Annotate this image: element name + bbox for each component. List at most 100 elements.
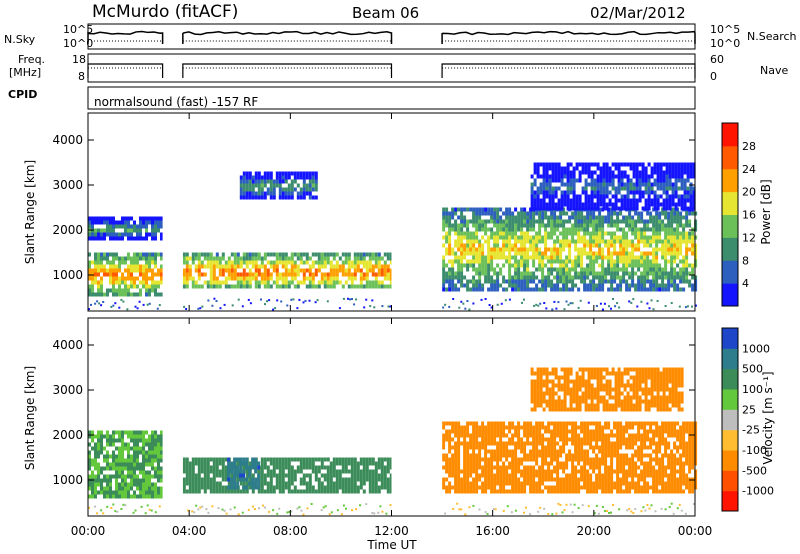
heatmap-cell xyxy=(616,457,620,462)
heatmap-cell xyxy=(148,490,151,495)
heatmap-cell xyxy=(380,477,384,482)
heatmap-cell xyxy=(493,207,497,212)
heatmap-cell xyxy=(112,438,115,443)
heatmap-cell xyxy=(157,490,160,495)
heatmap-cell xyxy=(478,227,482,232)
heatmap-cell xyxy=(275,485,279,490)
heatmap-cell xyxy=(329,465,333,470)
heatmap-cell xyxy=(589,231,593,236)
heatmap-cell xyxy=(568,239,572,244)
heatmap-cell xyxy=(332,276,336,281)
heatmap-cell xyxy=(472,219,476,224)
heatmap-speckle xyxy=(296,307,299,310)
heatmap-cell xyxy=(559,425,563,430)
heatmap-cell xyxy=(463,453,467,458)
heatmap-cell xyxy=(185,280,189,285)
heatmap-cell xyxy=(160,470,163,475)
heatmap-cell xyxy=(595,243,599,248)
heatmap-cell xyxy=(451,275,455,280)
heatmap-cell xyxy=(302,461,306,466)
heatmap-cell xyxy=(100,228,103,233)
heatmap-cell xyxy=(658,271,662,276)
heatmap-cell xyxy=(136,224,139,229)
heatmap-cell xyxy=(548,198,552,203)
heatmap-cell xyxy=(463,219,467,224)
heatmap-cell xyxy=(442,287,446,292)
heatmap-cell xyxy=(287,175,291,180)
heatmap-cell xyxy=(139,478,142,483)
heatmap-cell xyxy=(353,252,357,257)
heatmap-cell xyxy=(541,215,545,220)
heatmap-cell xyxy=(103,494,106,499)
heatmap-speckle xyxy=(215,300,218,302)
heatmap-cell xyxy=(499,425,503,430)
heatmap-cell xyxy=(248,175,252,180)
heatmap-cell xyxy=(553,437,557,442)
heatmap-speckle xyxy=(211,304,214,307)
heatmap-cell xyxy=(572,182,576,187)
heatmap-cell xyxy=(673,211,677,216)
heatmap-cell xyxy=(457,275,461,280)
heatmap-cell xyxy=(260,260,264,265)
heatmap-cell xyxy=(553,247,557,252)
heatmap-cell xyxy=(616,453,620,458)
heatmap-cell xyxy=(290,473,294,478)
heatmap-cell xyxy=(212,469,216,474)
heatmap-cell xyxy=(103,292,106,297)
heatmap-speckle xyxy=(646,302,649,305)
heatmap-cell xyxy=(248,183,252,188)
heatmap-cell xyxy=(335,260,339,265)
heatmap-speckle xyxy=(308,299,311,302)
heatmap-cell xyxy=(251,256,255,261)
heatmap-cell xyxy=(517,429,521,434)
heatmap-cell xyxy=(565,231,569,236)
heatmap-speckle xyxy=(213,297,216,300)
heatmap-cell xyxy=(203,477,207,482)
heatmap-cell xyxy=(94,292,97,297)
heatmap-cell xyxy=(362,465,366,470)
heatmap-cell xyxy=(448,469,452,474)
heatmap-cell xyxy=(583,235,587,240)
heatmap-cell xyxy=(643,243,647,248)
heatmap-cell xyxy=(460,251,464,256)
heatmap-cell xyxy=(619,461,623,466)
heatmap-cell xyxy=(445,251,449,256)
heatmap-cell xyxy=(323,485,327,490)
heatmap-cell xyxy=(356,465,360,470)
heatmap-cell xyxy=(457,453,461,458)
heatmap-cell xyxy=(148,458,151,463)
heatmap-cell xyxy=(511,231,515,236)
heatmap-cell xyxy=(472,239,476,244)
heatmap-cell xyxy=(121,236,124,241)
heatmap-cell xyxy=(317,477,321,482)
heatmap-cell xyxy=(371,280,375,285)
heatmap-cell xyxy=(451,465,455,470)
heatmap-cell xyxy=(502,275,506,280)
heatmap-cell xyxy=(619,247,623,252)
heatmap-cell xyxy=(550,279,554,284)
heatmap-cell xyxy=(637,255,641,260)
heatmap-cell xyxy=(290,179,294,184)
heatmap-cell xyxy=(577,247,581,252)
heatmap-cell xyxy=(634,259,638,264)
heatmap-cell xyxy=(502,449,506,454)
heatmap-cell xyxy=(634,231,638,236)
heatmap-cell xyxy=(191,457,195,462)
heatmap-cell xyxy=(106,474,109,479)
heatmap-cell xyxy=(502,453,506,458)
heatmap-speckle xyxy=(508,298,511,301)
heatmap-cell xyxy=(293,489,297,494)
heatmap-cell xyxy=(469,263,473,268)
heatmap-cell xyxy=(508,481,512,486)
heatmap-cell xyxy=(505,457,509,462)
heatmap-cell xyxy=(362,272,366,277)
heatmap-cell xyxy=(341,481,345,486)
heatmap-cell xyxy=(362,264,366,269)
heatmap-cell xyxy=(191,280,195,285)
heatmap-cell xyxy=(514,227,518,232)
heatmap-cell xyxy=(275,477,279,482)
heatmap-cell xyxy=(577,433,581,438)
heatmap-cell xyxy=(529,243,533,248)
heatmap-cell xyxy=(604,243,608,248)
heatmap-cell xyxy=(565,441,569,446)
